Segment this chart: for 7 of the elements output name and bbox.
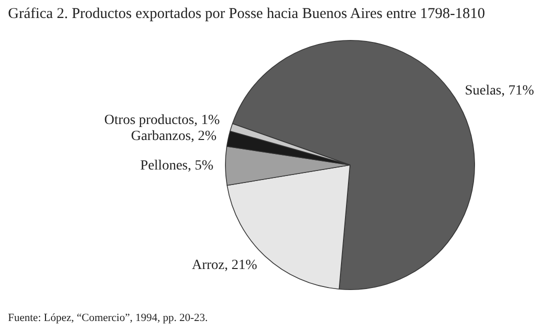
slice-label: Arroz, 21% [192, 258, 258, 273]
slice-label: Garbanzos, 2% [130, 128, 217, 144]
slice-label: Suelas, 71% [464, 84, 534, 99]
source-note: Fuente: López, “Comercio”, 1994, pp. 20-23. [8, 312, 208, 324]
chart-title: Gráfica 2. Productos exportados por Posse hacia Buenos Aires entre 1798-1810 [8, 6, 485, 23]
slice-label: Pellones, 5% [140, 158, 214, 174]
slice-label: Otros productos, 1% [104, 112, 220, 128]
